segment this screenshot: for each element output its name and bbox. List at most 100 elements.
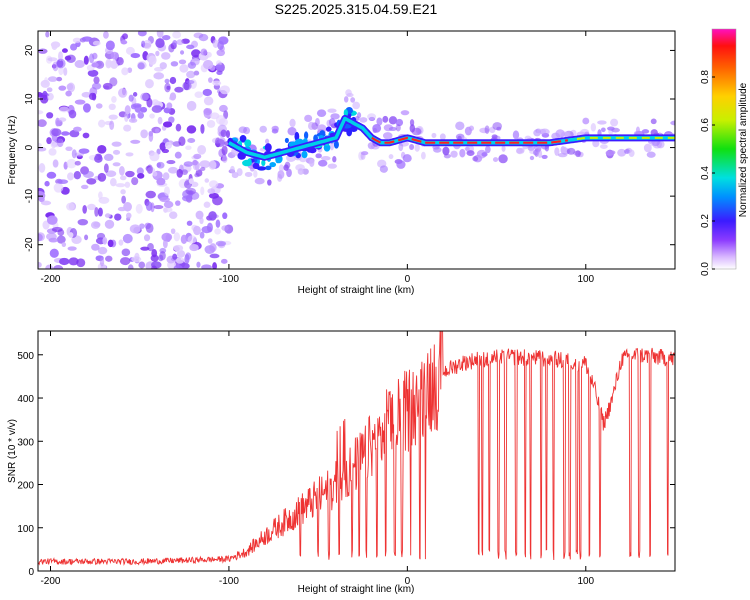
noise-blob: [38, 48, 48, 54]
halo-blob: [409, 119, 415, 127]
noise-blob: [108, 114, 118, 120]
halo-blob: [610, 118, 619, 127]
halo-blob: [287, 127, 297, 136]
halo-blob: [297, 168, 304, 175]
noise-blob: [120, 175, 127, 181]
halo-blob: [395, 124, 401, 132]
noise-blob: [209, 243, 217, 253]
noise-blob: [96, 232, 106, 240]
noise-blob: [84, 234, 89, 241]
halo-blob: [328, 118, 336, 127]
snr-x-label: Height of straight line (km): [298, 584, 415, 595]
noise-blob: [38, 147, 47, 152]
noise-blob: [130, 53, 141, 59]
noise-blob: [98, 191, 103, 200]
noise-blob: [217, 40, 224, 50]
noise-blob: [146, 97, 153, 108]
noise-blob: [103, 153, 114, 162]
halo-blob: [455, 121, 465, 131]
halo-blob: [220, 129, 227, 138]
noise-blob: [124, 112, 129, 123]
noise-blob: [215, 64, 223, 70]
halo-blob: [388, 154, 394, 160]
ridge-core: [371, 136, 569, 144]
signal-blob: [301, 150, 308, 159]
noise-blob: [208, 192, 219, 199]
noise-blob: [187, 137, 196, 144]
halo-blob: [439, 133, 446, 141]
halo-blob: [580, 128, 590, 136]
noise-blob: [91, 62, 99, 68]
noise-blob: [78, 148, 90, 154]
noise-blob: [222, 212, 228, 220]
x-tick-label: -100: [219, 274, 239, 285]
signal-blob: [284, 137, 289, 143]
halo-blob: [484, 125, 490, 134]
signal-blob: [308, 147, 317, 154]
y-tick-label: 0: [28, 567, 34, 578]
noise-blob: [125, 212, 132, 219]
noise-blob: [164, 78, 170, 84]
noise-blob: [200, 123, 205, 134]
snr-panel: -200 -100 0 100 0 100 200 300 400 500 Height of s…: [7, 330, 676, 595]
noise-blob: [145, 79, 154, 89]
halo-blob: [231, 172, 239, 179]
noise-blob: [152, 171, 158, 177]
halo-blob: [332, 156, 337, 163]
noise-blob: [118, 88, 128, 98]
noise-blob: [193, 225, 201, 236]
colorbar-tick-label: 0.6: [700, 118, 711, 132]
noise-blob: [44, 180, 50, 187]
noise-blob: [130, 139, 141, 144]
noise-blob: [73, 170, 82, 180]
noise-blob: [97, 119, 106, 128]
halo-blob: [398, 142, 404, 152]
noise-blob: [88, 92, 97, 101]
noise-blob: [163, 121, 173, 128]
noise-blob: [46, 87, 53, 93]
noise-blob: [56, 235, 66, 244]
snr-marks: [38, 331, 675, 566]
noise-blob: [146, 164, 153, 175]
noise-blob: [140, 92, 149, 101]
noise-blob: [59, 106, 70, 113]
noise-blob: [46, 215, 58, 225]
noise-blob: [121, 67, 129, 76]
noise-blob: [127, 264, 134, 269]
noise-blob: [203, 201, 211, 208]
signal-blob: [323, 143, 331, 152]
halo-blob: [267, 179, 272, 186]
noise-blob: [188, 178, 194, 184]
halo-blob: [479, 127, 490, 134]
noise-blob: [201, 264, 212, 269]
noise-blob: [40, 200, 52, 206]
signal-blob: [294, 131, 300, 141]
halo-blob: [646, 151, 656, 158]
noise-blob: [186, 220, 193, 226]
halo-blob: [496, 126, 502, 131]
colorbar-tick-label: 0.8: [700, 70, 711, 84]
noise-blob: [140, 246, 150, 251]
noise-blob: [86, 178, 97, 185]
noise-blob: [63, 67, 68, 76]
noise-blob: [128, 118, 138, 123]
snr-frame: [37, 330, 676, 572]
noise-blob: [203, 96, 214, 106]
noise-blob: [164, 186, 170, 196]
halo-blob: [472, 156, 479, 162]
halo-blob: [264, 138, 270, 144]
signal-blob: [275, 157, 280, 164]
noise-blob: [195, 210, 204, 220]
halo-blob: [343, 96, 349, 103]
halo-blob: [277, 170, 285, 179]
halo-blob: [501, 145, 506, 152]
noise-blob: [38, 233, 43, 242]
noise-blob: [166, 160, 176, 165]
noise-blob: [212, 39, 219, 49]
noise-blob: [97, 246, 108, 255]
noise-blob: [38, 163, 46, 173]
noise-blob: [118, 239, 124, 246]
colorbar-tick-label: 0.2: [700, 214, 711, 228]
noise-blob: [66, 83, 74, 91]
